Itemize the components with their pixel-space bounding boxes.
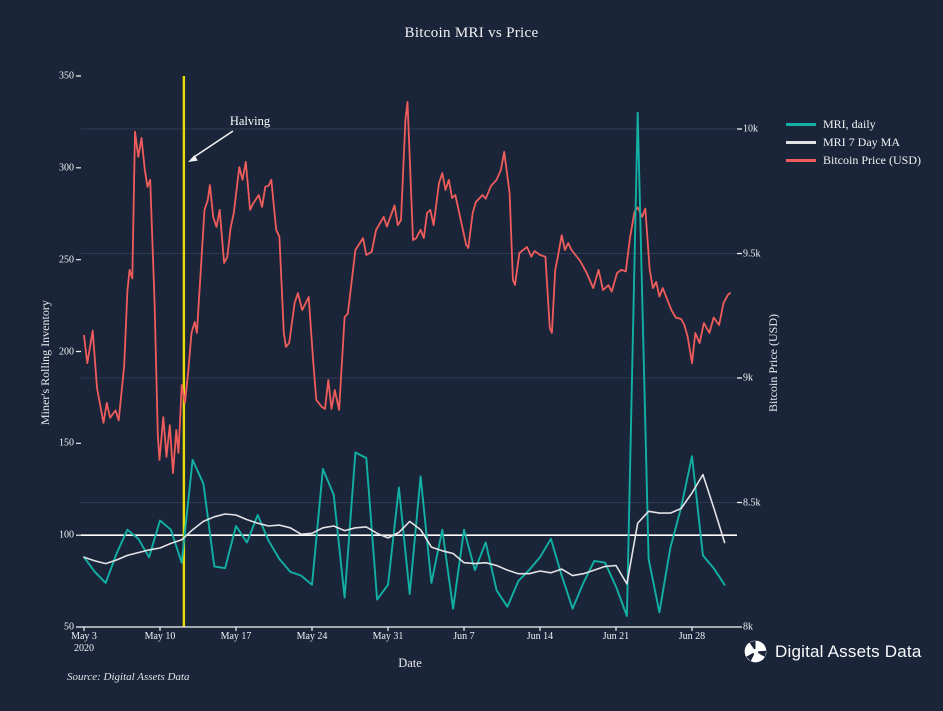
legend-label: MRI, daily (823, 117, 876, 131)
legend-item-mri-daily: MRI, daily (786, 117, 921, 131)
x-tick-jun-14: Jun 14 (526, 631, 554, 642)
x-tick-may-24: May 24 (296, 631, 328, 642)
legend-item-price: Bitcoin Price (USD) (786, 153, 921, 167)
bitcoin-price-line (83, 101, 731, 475)
y-left-tick-100: 100 (59, 529, 74, 541)
y-right-tick-10k: 10k (743, 123, 758, 135)
y-left-tick-200: 200 (59, 346, 74, 357)
legend-label: Bitcoin Price (USD) (823, 153, 921, 167)
chart-title: Bitcoin MRI vs Price (404, 25, 539, 41)
x-tick-jun-7: Jun 7 (453, 631, 475, 642)
halving-arrow (188, 130, 234, 162)
legend-label: MRI 7 Day MA (823, 135, 900, 149)
logo: Digital Assets Data (744, 640, 921, 663)
y-left-tick-300: 300 (59, 162, 74, 174)
price-swatch (786, 159, 816, 162)
y-left-tick-150: 150 (59, 437, 74, 449)
y-left-tick-350: 350 (59, 70, 74, 82)
mri-daily-line (83, 111, 726, 617)
halving-annotation: Halving (229, 114, 271, 128)
mri-ma-swatch (786, 141, 816, 144)
x-axis-label: Date (398, 656, 422, 670)
logo-text: Digital Assets Data (775, 641, 922, 661)
y-left-tick-50: 50 (64, 621, 74, 633)
y-right-tick-8k: 8k (743, 621, 753, 633)
mri-7day-ma-line (83, 473, 726, 585)
x-tick-jun-28: Jun 28 (678, 631, 706, 642)
y-right-tick-8.5k: 8.5k (743, 497, 761, 508)
legend-item-mri-ma: MRI 7 Day MA (786, 135, 921, 149)
legend: MRI, daily MRI 7 Day MA Bitcoin Price (U… (786, 117, 921, 167)
y-left-tick-250: 250 (59, 254, 74, 266)
x-tick-may-10: May 10 (144, 631, 176, 642)
y-axis-label-right: Bitcoin Price (USD) (766, 314, 780, 412)
x-tick-may-31: May 31 (372, 631, 404, 642)
digital-assets-data-logo-icon (744, 640, 767, 663)
y-right-tick-9k: 9k (743, 372, 753, 384)
mri-daily-swatch (786, 123, 816, 126)
x-tick-may-17: May 17 (220, 631, 252, 642)
x-tick-year: 2020 (74, 642, 94, 654)
x-tick-may-3: May 3 2020 (71, 631, 97, 654)
y-axis-label-left: Miner's Rolling Inventory (38, 300, 52, 425)
axis-tick-marks (76, 75, 742, 631)
source-note: Source: Digital Assets Data (67, 671, 190, 683)
y-right-tick-9.5k: 9.5k (743, 248, 761, 259)
x-tick-jun-21: Jun 21 (602, 631, 630, 642)
